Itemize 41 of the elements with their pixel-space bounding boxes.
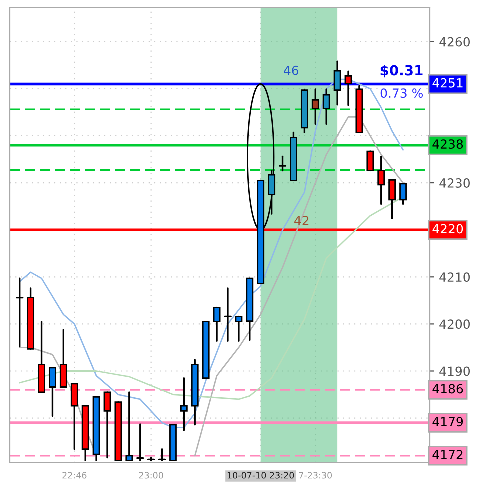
candlestick	[224, 288, 232, 342]
candlestick	[49, 367, 56, 418]
candlestick	[400, 183, 407, 206]
candlestick	[312, 88, 320, 126]
candlestick	[213, 306, 221, 342]
annotation: $0.31	[380, 64, 423, 78]
candlestick	[104, 392, 112, 459]
candlestick	[180, 377, 188, 432]
candlestick	[378, 156, 386, 206]
ref-line-label: 4220	[432, 224, 464, 234]
y-tick-label: 4260	[440, 37, 470, 47]
y-tick-label: 4210	[440, 272, 470, 282]
candlestick	[278, 156, 287, 172]
annotation: 46	[284, 66, 299, 76]
x-tick-label: 23:00	[139, 472, 164, 479]
candlestick	[126, 392, 134, 462]
annotation: 0.73 %	[380, 88, 424, 98]
candlestick	[16, 278, 24, 348]
ref-line-label: 4179	[432, 417, 464, 427]
x-tick-label: 10-07-10 23:20	[228, 472, 294, 479]
y-tick-label: 4200	[440, 320, 470, 330]
candlestick	[235, 316, 243, 342]
y-tick-label: 4190	[440, 366, 470, 376]
candlestick	[322, 88, 330, 126]
ref-line-label: 4186	[432, 384, 464, 394]
y-tick-label: 4230	[440, 178, 470, 188]
candlestick	[136, 424, 144, 462]
candlestick	[70, 383, 78, 450]
candlestick	[334, 60, 342, 106]
annotation: 42	[294, 216, 309, 226]
candlestick	[366, 150, 374, 172]
x-tick-label: 7-23:30	[299, 472, 332, 479]
candlestick	[388, 179, 396, 220]
ref-line-label: 4172	[432, 450, 463, 460]
candlestick	[158, 448, 166, 462]
candlestick	[60, 329, 68, 388]
candlestick	[147, 456, 156, 462]
ref-line-label: 4238	[432, 140, 464, 150]
ref-line-label: 4251	[432, 78, 463, 88]
x-tick-label: 22:46	[62, 472, 87, 479]
candlestick	[344, 70, 352, 106]
